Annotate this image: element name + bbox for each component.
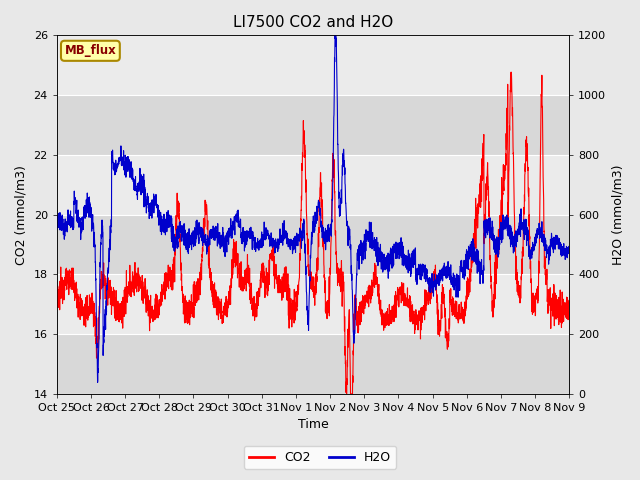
Y-axis label: H2O (mmol/m3): H2O (mmol/m3): [612, 164, 625, 265]
Bar: [57, 275, 570, 334]
Y-axis label: CO2 (mmol/m3): CO2 (mmol/m3): [15, 165, 28, 264]
Text: MB_flux: MB_flux: [65, 44, 116, 57]
Title: LI7500 CO2 and H2O: LI7500 CO2 and H2O: [233, 15, 393, 30]
Legend: CO2, H2O: CO2, H2O: [244, 446, 396, 469]
Bar: [57, 215, 570, 275]
Bar: [57, 36, 570, 95]
Bar: [57, 334, 570, 394]
X-axis label: Time: Time: [298, 419, 328, 432]
Bar: [57, 95, 570, 155]
Bar: [57, 155, 570, 215]
